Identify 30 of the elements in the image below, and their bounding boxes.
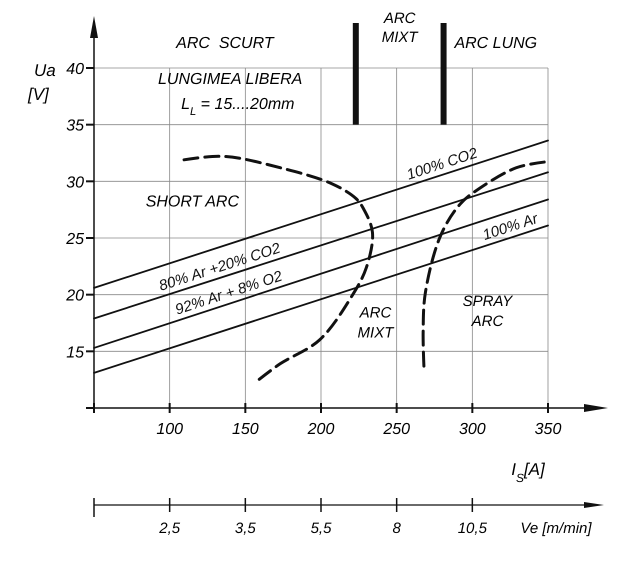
y-tick-label: 40 xyxy=(66,61,84,78)
x-axis-title: I$_{S}$[A] xyxy=(511,460,546,485)
text: 3,5 xyxy=(234,520,256,537)
x-tick-label: 300 xyxy=(458,421,486,438)
text: 8 xyxy=(392,520,402,537)
text: 100% CO2 xyxy=(404,144,480,184)
text: 10,5 xyxy=(458,520,488,537)
y-tick-label: 15 xyxy=(66,344,84,362)
text: 5,5 xyxy=(310,520,332,537)
x-tick-label: 200 xyxy=(306,421,334,438)
y-tick-label: 35 xyxy=(66,118,84,135)
x-tick-label: 350 xyxy=(534,421,562,438)
text: 100% Ar xyxy=(480,210,541,244)
text: ARC SCURT xyxy=(175,35,275,52)
annotation: LUNGIMEA LIBERA xyxy=(158,70,302,88)
text: ARC MIXT xyxy=(382,10,420,46)
annotation: L$_{L}$ = 15....20mm xyxy=(181,96,294,118)
text: ARC LUNG xyxy=(453,35,538,52)
annotation: ARC MIXT xyxy=(358,304,396,342)
text: Ve [m/min] xyxy=(520,520,592,537)
text: 2,5 xyxy=(158,520,181,537)
x-tick-label: 250 xyxy=(382,421,410,438)
y-tick-label: 25 xyxy=(65,231,84,248)
x-tick-label: 100 xyxy=(156,421,184,438)
annotation: SPRAY ARC xyxy=(462,293,514,330)
x-tick-label: 150 xyxy=(232,421,259,438)
y-tick-label: 30 xyxy=(66,174,84,192)
y-tick-label: 20 xyxy=(65,288,84,305)
annotation: SHORT ARC xyxy=(146,193,240,210)
y-axis-title: Ua [V] xyxy=(27,61,56,104)
